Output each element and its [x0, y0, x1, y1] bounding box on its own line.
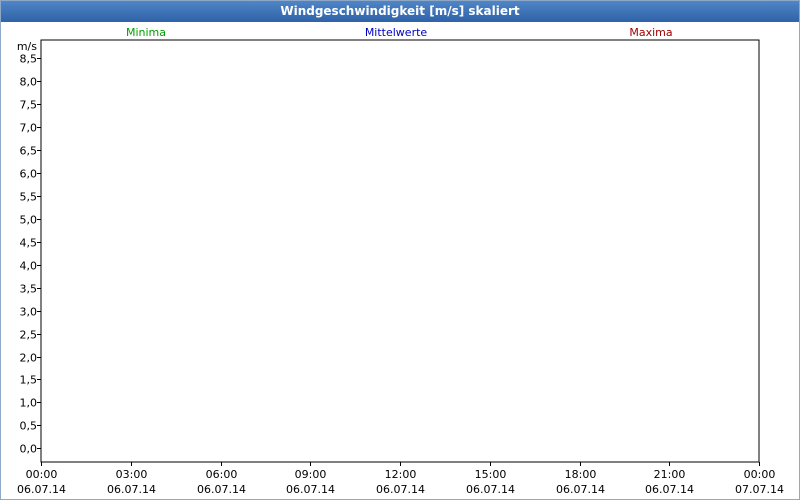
y-tick-label: 7,5 [20, 99, 38, 112]
x-tick-date: 06.07.14 [197, 483, 246, 496]
x-tick-date: 06.07.14 [107, 483, 156, 496]
chart-canvas: 0,0 0,5 1,0 1,5 2,0 2,5 3,0 3,5 4,0 4,5 5,0 5,5 6,0 6… [17, 26, 784, 496]
y-tick-label: 5,5 [20, 191, 38, 204]
x-tick-time: 12:00 [385, 468, 417, 481]
y-tick-label: 4,0 [20, 260, 38, 273]
y-tick-label: 3,5 [20, 283, 38, 296]
x-tick-time: 09:00 [295, 468, 327, 481]
y-tick-label: 6,0 [20, 168, 38, 181]
x-tick-date: 06.07.14 [556, 483, 605, 496]
y-tick-label: 5,0 [20, 214, 38, 227]
legend: Minima Mittelwerte Maxima [126, 26, 673, 39]
x-tick-time: 03:00 [116, 468, 148, 481]
y-tick-label: 3,0 [20, 306, 38, 319]
x-tick-date: 06.07.14 [466, 483, 515, 496]
y-tick-label: 0,5 [20, 420, 38, 433]
x-tick-date: 06.07.14 [376, 483, 425, 496]
y-tick-label: 2,0 [20, 352, 38, 365]
y-axis-label: m/s [17, 40, 37, 53]
tick-labels: 0,0 0,5 1,0 1,5 2,0 2,5 3,0 3,5 4,0 4,5 5,0 5,5 6,0 6… [17, 40, 784, 496]
y-tick-label: 2,5 [20, 329, 38, 342]
x-tick-time: 15:00 [475, 468, 507, 481]
y-tick-label: 4,5 [20, 237, 38, 250]
y-tick-label: 7,0 [20, 122, 38, 135]
x-tick-date: 07.07.14 [735, 483, 784, 496]
y-tick-label: 0,0 [20, 443, 38, 456]
plot-area [40, 39, 760, 463]
x-tick-date: 06.07.14 [286, 483, 335, 496]
legend-minima: Minima [126, 26, 166, 39]
y-tick-label: 8,5 [20, 53, 38, 66]
y-tick-label: 6,5 [20, 145, 38, 158]
y-tick-label: 8,0 [20, 76, 38, 89]
y-tick-label: 1,5 [20, 374, 38, 387]
x-tick-time: 00:00 [26, 468, 58, 481]
x-tick-time: 00:00 [744, 468, 776, 481]
x-tick-time: 18:00 [565, 468, 597, 481]
x-tick-date: 06.07.14 [645, 483, 694, 496]
y-tick-label: 1,0 [20, 397, 38, 410]
chart-title: Windgeschwindigkeit [m/s] skaliert [1, 1, 799, 22]
x-tick-date: 06.07.14 [17, 483, 66, 496]
legend-maxima: Maxima [629, 26, 672, 39]
legend-mittelwerte: Mittelwerte [365, 26, 428, 39]
axes [37, 39, 760, 466]
x-tick-time: 21:00 [654, 468, 686, 481]
x-tick-time: 06:00 [206, 468, 238, 481]
